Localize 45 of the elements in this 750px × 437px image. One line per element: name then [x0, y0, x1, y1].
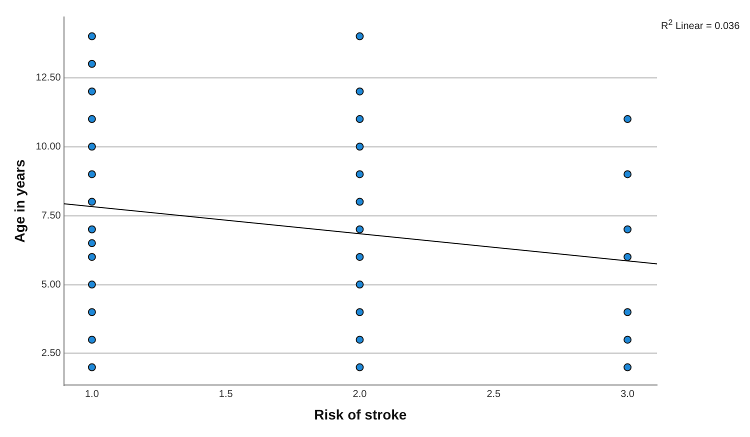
x-tick-label: 2.0 — [352, 388, 368, 400]
point — [88, 60, 96, 68]
point — [356, 170, 364, 178]
point — [624, 170, 632, 178]
point — [624, 308, 632, 316]
x-axis-title: Risk of stroke — [314, 406, 407, 422]
point — [88, 336, 96, 344]
point — [356, 32, 364, 40]
point — [88, 363, 96, 372]
point — [356, 142, 364, 151]
point — [88, 170, 96, 178]
point — [356, 336, 364, 344]
point — [88, 308, 96, 316]
point — [356, 225, 364, 234]
y-tick-label: 5.00 — [41, 279, 62, 290]
point — [356, 198, 364, 206]
point — [356, 115, 364, 124]
point — [624, 252, 632, 261]
point — [88, 198, 96, 206]
point — [624, 336, 632, 344]
point — [88, 252, 96, 261]
x-tick-label: 1.5 — [218, 388, 234, 400]
point — [356, 280, 364, 289]
point — [88, 142, 96, 151]
point — [88, 115, 96, 124]
y-tick-label: 7.50 — [41, 210, 62, 222]
point — [88, 32, 96, 40]
point — [624, 363, 632, 372]
point — [88, 225, 96, 234]
point — [88, 239, 96, 248]
point — [88, 280, 96, 289]
point — [356, 308, 364, 316]
x-tick-label: 2.5 — [486, 388, 502, 400]
point — [356, 252, 364, 261]
x-tick-label: 3.0 — [620, 388, 635, 400]
point — [356, 363, 364, 372]
y-tick-label: 12.50 — [36, 72, 62, 84]
point — [624, 225, 632, 234]
y-tick-label: 2.50 — [41, 348, 62, 360]
y-tick-label: 10.00 — [36, 141, 62, 152]
y-axis-title: Age in years — [11, 159, 28, 243]
point — [624, 115, 632, 124]
point — [88, 87, 96, 96]
x-tick-label: 1.0 — [84, 388, 100, 400]
point — [356, 87, 364, 96]
